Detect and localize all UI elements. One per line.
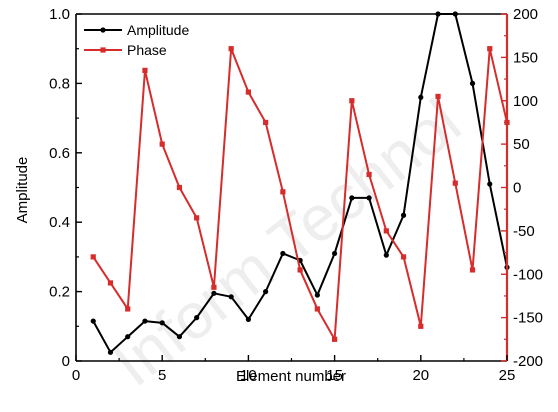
legend-phase-label: Phase xyxy=(127,42,167,58)
legend-amplitude-marker xyxy=(100,27,106,33)
x-tick-label: 10 xyxy=(240,367,257,384)
x-tick-label: 0 xyxy=(72,367,80,384)
amplitude-point xyxy=(211,290,217,296)
y-axis-label: Amplitude xyxy=(14,157,31,224)
amplitude-point xyxy=(418,94,424,100)
x-tick-label: 25 xyxy=(499,367,516,384)
y-right-tick-label: 100 xyxy=(513,93,538,110)
amplitude-point xyxy=(125,334,131,340)
phase-point xyxy=(383,228,389,234)
amplitude-point xyxy=(228,294,234,300)
amplitude-point xyxy=(107,349,114,355)
y-right-tick-label: 150 xyxy=(513,49,538,66)
x-tick-label: 15 xyxy=(326,367,343,384)
axes: 0 5 10 15 20 25 0 0.2 0.4 0.6 0.8 1.0 -200 -150 -100 -5… xyxy=(49,6,543,384)
y-right-tick-label: 50 xyxy=(513,136,530,153)
legend-phase-marker xyxy=(100,47,106,53)
amplitude-point xyxy=(332,250,338,257)
amplitude-point xyxy=(366,195,372,201)
amplitude-point xyxy=(349,195,355,201)
phase-point xyxy=(142,67,148,73)
phase-point xyxy=(297,267,303,273)
phase-point xyxy=(435,93,441,100)
phase-point xyxy=(194,215,200,221)
y-left-tick-label: 0.8 xyxy=(49,75,70,92)
watermark: Inform Technol xyxy=(99,85,473,399)
phase-point xyxy=(469,267,476,273)
amplitude-point xyxy=(263,289,269,295)
amplitude-point xyxy=(194,315,200,321)
y-right-tick-label: 200 xyxy=(513,6,538,23)
legend: Amplitude Phase xyxy=(84,22,189,58)
amplitude-point xyxy=(245,316,251,322)
phase-point xyxy=(211,284,217,290)
phase-point xyxy=(107,280,114,286)
y-left-tick-label: 0 xyxy=(62,353,70,370)
x-tick-label: 20 xyxy=(412,367,429,384)
y-left-tick-label: 0.6 xyxy=(49,145,70,162)
y-right-tick-label: -150 xyxy=(513,310,543,327)
phase-point xyxy=(349,98,355,104)
phase-point xyxy=(228,46,234,52)
phase-point xyxy=(280,189,286,195)
y-left-tick-label: 1.0 xyxy=(49,6,70,23)
phase-point xyxy=(263,119,269,126)
phase-point xyxy=(90,254,96,260)
amplitude-point xyxy=(314,292,320,298)
amplitude-point xyxy=(176,334,183,340)
y-right-tick-label: -200 xyxy=(513,353,543,370)
phase-point xyxy=(314,306,320,312)
amplitude-point xyxy=(142,318,148,324)
amplitude-point xyxy=(90,318,96,324)
phase-point xyxy=(366,171,372,178)
amplitude-point xyxy=(487,181,493,187)
amplitude-point xyxy=(469,80,476,86)
amplitude-point xyxy=(159,320,165,326)
phase-point xyxy=(418,323,424,329)
amplitude-point xyxy=(383,252,389,258)
legend-amplitude-label: Amplitude xyxy=(127,22,189,38)
y-left-tick-label: 0.2 xyxy=(49,284,70,301)
phase-point xyxy=(452,180,458,186)
phase-point xyxy=(332,336,338,342)
x-axis-label: Element number xyxy=(236,368,346,385)
x-tick-label: 5 xyxy=(158,367,166,384)
phase-point xyxy=(400,254,407,260)
y-right-tick-label: -50 xyxy=(513,223,535,240)
phase-point xyxy=(245,89,251,95)
y-right-tick-label: -100 xyxy=(513,266,543,283)
phase-point xyxy=(159,141,165,147)
phase-point xyxy=(176,184,183,191)
amplitude-point xyxy=(400,212,407,218)
amplitude-point xyxy=(280,250,286,257)
phase-point xyxy=(487,46,493,52)
y-left-tick-label: 0.4 xyxy=(49,214,70,231)
y-right-tick-label: 0 xyxy=(513,180,521,197)
phase-point xyxy=(125,306,131,312)
